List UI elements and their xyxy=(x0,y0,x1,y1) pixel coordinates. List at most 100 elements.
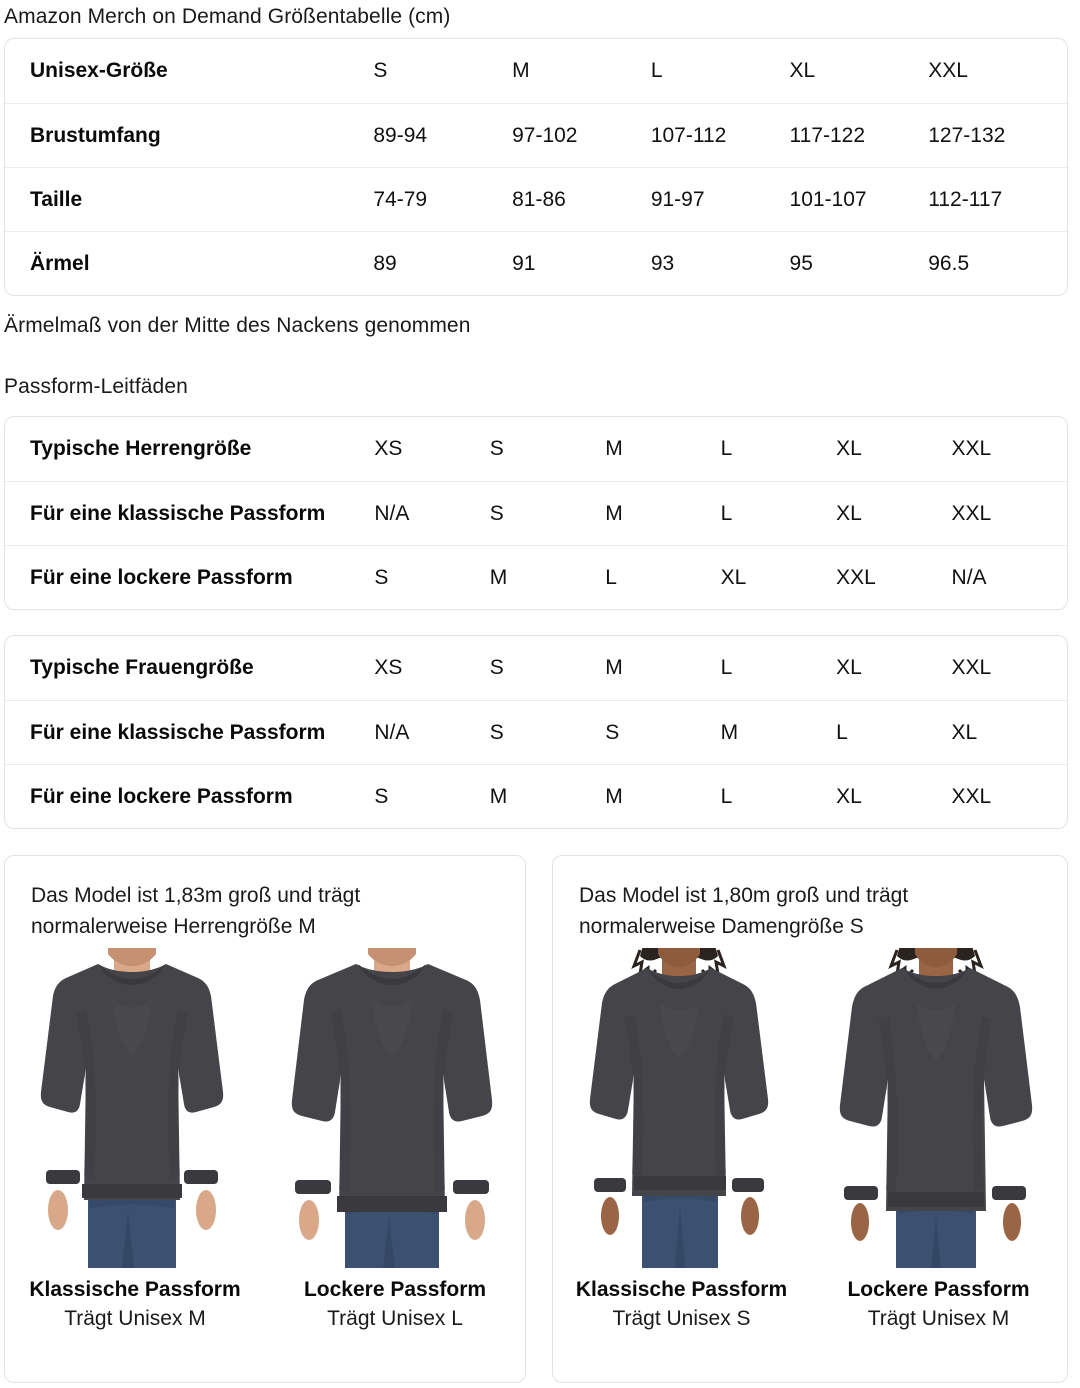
cell: 91 xyxy=(512,251,536,275)
fit-subtitle: Trägt Unisex S xyxy=(612,1307,751,1330)
page-title: Amazon Merch on Demand Größentabelle (cm… xyxy=(4,5,451,28)
womens-fit-labels: Klassische Passform Trägt Unisex S Locke… xyxy=(553,1276,1067,1334)
measurements-table: Unisex-Größe S M L XL XXL Brustumfang 89… xyxy=(4,38,1068,296)
mens-model-note: Das Model ist 1,83m groß und trägt norma… xyxy=(31,884,361,938)
row-label: Für eine klassische Passform xyxy=(30,501,326,525)
cell: N/A xyxy=(374,501,410,525)
female-model-classic-fit-photo xyxy=(574,948,784,1268)
mens-fit-labels: Klassische Passform Trägt Unisex M Locke… xyxy=(5,1276,525,1334)
fit-subtitle: Trägt Unisex M xyxy=(867,1307,1010,1330)
cell: XXL xyxy=(836,565,876,589)
table-row: Brustumfang 89-94 97-102 107-112 117-122… xyxy=(5,103,1067,167)
cell: 127-132 xyxy=(928,123,1006,147)
cell: XS xyxy=(374,437,403,460)
row-label: Typische Frauengröße xyxy=(30,656,254,679)
mens-classic-fit-label: Klassische Passform Trägt Unisex M xyxy=(5,1276,265,1334)
table-row: Typische Frauengröße XS S M L XL XXL xyxy=(5,636,1067,700)
cell: XL xyxy=(789,59,816,82)
womens-classic-fit-label: Klassische Passform Trägt Unisex S xyxy=(553,1276,810,1334)
cell: M xyxy=(512,59,530,82)
fit-guide-heading: Passform-Leitfäden xyxy=(4,375,188,398)
row-label: Unisex-Größe xyxy=(30,59,168,82)
male-model-classic-fit-photo xyxy=(15,948,248,1268)
cell: S xyxy=(489,656,504,679)
cell: L xyxy=(836,720,848,744)
cell: XL xyxy=(951,720,978,744)
fit-subtitle: Trägt Unisex L xyxy=(327,1307,463,1330)
cell: L xyxy=(720,437,733,460)
table-row: Für eine klassische Passform N/A S S M L… xyxy=(5,700,1067,764)
cell: S xyxy=(374,565,389,589)
fit-subtitle: Trägt Unisex M xyxy=(64,1307,206,1330)
womens-model-note: Das Model ist 1,80m groß und trägt norma… xyxy=(579,884,909,938)
cell: N/A xyxy=(951,565,987,589)
table-row: Taille 74-79 81-86 91-97 101-107 112-117 xyxy=(5,167,1067,231)
sleeve-measurement-note: Ärmelmaß von der Mitte des Nackens genom… xyxy=(4,314,471,337)
cell: N/A xyxy=(374,720,410,744)
cell: XL xyxy=(836,501,862,525)
fit-title: Lockere Passform xyxy=(847,1278,1030,1301)
womens-relaxed-fit-label: Lockere Passform Trägt Unisex M xyxy=(810,1276,1067,1334)
cell: L xyxy=(720,501,733,525)
cell: S xyxy=(489,720,504,744)
cell: L xyxy=(605,565,617,589)
mens-model-card: Das Model ist 1,83m groß und trägt norma… xyxy=(4,855,526,1383)
cell: S xyxy=(489,437,504,460)
cell: L xyxy=(720,656,733,679)
cell: M xyxy=(605,656,623,679)
womens-fit-guide-table: Typische Frauengröße XS S M L XL XXL Für… xyxy=(4,635,1068,829)
cell: 91-97 xyxy=(650,187,705,211)
table-row: Ärmel 89 91 93 95 96.5 xyxy=(5,231,1067,295)
row-label: Für eine lockere Passform xyxy=(30,784,293,808)
cell: XL xyxy=(836,656,862,679)
cell: XL xyxy=(836,784,862,808)
cell: 112-117 xyxy=(928,187,1003,211)
cell: 74-79 xyxy=(373,187,428,211)
row-label: Typische Herrengröße xyxy=(30,437,252,460)
row-label: Taille xyxy=(30,187,83,211)
cell: XL xyxy=(720,565,747,589)
cell: XXL xyxy=(951,437,992,460)
row-label: Ärmel xyxy=(30,251,90,275)
mens-model-figures xyxy=(5,948,525,1268)
cell: L xyxy=(720,784,733,808)
cell: XS xyxy=(374,656,403,679)
cell: 107-112 xyxy=(650,123,727,147)
cell: 81-86 xyxy=(512,187,566,211)
cell: M xyxy=(489,784,508,808)
cell: M xyxy=(605,437,623,460)
table-row: Für eine lockere Passform S M M L XL XXL xyxy=(5,764,1067,828)
fit-title: Klassische Passform xyxy=(29,1278,241,1301)
cell: XL xyxy=(836,437,862,460)
row-label: Brustumfang xyxy=(30,123,161,147)
mens-relaxed-fit-label: Lockere Passform Trägt Unisex L xyxy=(265,1276,525,1334)
fit-title: Klassische Passform xyxy=(575,1278,788,1301)
table-row: Unisex-Größe S M L XL XXL xyxy=(5,39,1067,103)
cell: S xyxy=(374,784,389,808)
cell: XXL xyxy=(951,501,992,525)
table-row: Typische Herrengröße XS S M L XL XXL xyxy=(5,417,1067,481)
cell: M xyxy=(720,720,739,744)
row-label: Für eine klassische Passform xyxy=(30,720,326,744)
cell: M xyxy=(489,565,508,589)
table-row: Für eine klassische Passform N/A S M L X… xyxy=(5,481,1067,545)
table-row: Für eine lockere Passform S M L XL XXL N… xyxy=(5,545,1067,609)
female-model-relaxed-fit-photo xyxy=(826,948,1046,1268)
cell: 101-107 xyxy=(789,187,867,211)
cell: S xyxy=(605,720,620,744)
womens-model-figures xyxy=(553,948,1067,1268)
row-label: Für eine lockere Passform xyxy=(30,565,293,589)
cell: M xyxy=(605,501,623,525)
mens-fit-guide-table: Typische Herrengröße XS S M L XL XXL Für… xyxy=(4,416,1068,610)
fit-title: Lockere Passform xyxy=(303,1278,487,1301)
cell: 117-122 xyxy=(789,123,866,147)
cell: 89 xyxy=(373,251,397,275)
cell: S xyxy=(489,501,504,525)
cell: 93 xyxy=(650,251,675,275)
cell: 89-94 xyxy=(373,123,428,147)
cell: 95 xyxy=(789,251,813,275)
cell: 97-102 xyxy=(512,123,578,147)
cell: S xyxy=(373,59,388,82)
womens-model-card: Das Model ist 1,80m groß und trägt norma… xyxy=(552,855,1068,1383)
